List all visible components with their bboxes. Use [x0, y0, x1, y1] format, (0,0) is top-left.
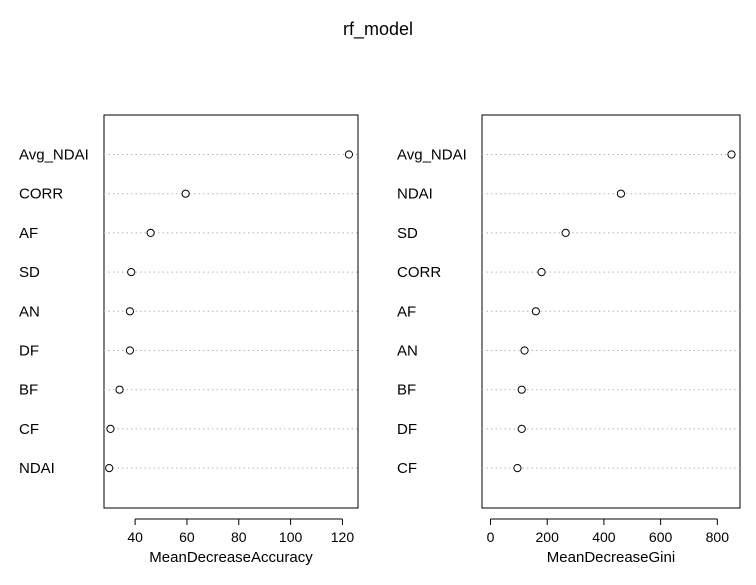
- variable-label: NDAI: [397, 186, 433, 203]
- variable-label: Avg_NDAI: [19, 147, 89, 164]
- data-point: [344, 150, 354, 159]
- x-tick-label: 80: [231, 529, 247, 545]
- x-tick-label: 200: [536, 529, 560, 545]
- variable-label: BF: [19, 382, 38, 399]
- x-tick-label: 0: [487, 529, 495, 545]
- variable-label: Avg_NDAI: [397, 147, 467, 164]
- x-axis-title: MeanDecreaseAccuracy: [149, 549, 313, 566]
- data-point: [520, 346, 529, 355]
- data-point: [616, 189, 626, 198]
- variable-label: BF: [397, 382, 416, 399]
- data-point: [727, 150, 736, 159]
- variable-label: CORR: [19, 186, 63, 203]
- data-point: [115, 385, 124, 394]
- data-point: [561, 228, 570, 237]
- variable-label: CF: [397, 460, 417, 477]
- variable-label: CF: [19, 421, 39, 438]
- gini-panel: Avg_NDAI NDAI SD CORR AF AN BF DF CF 0 200 400 600 80…: [397, 114, 741, 566]
- data-point: [181, 189, 190, 198]
- data-point: [517, 385, 526, 394]
- variable-label: DF: [397, 421, 417, 438]
- x-tick-label: 60: [179, 529, 195, 545]
- variable-label: SD: [397, 225, 418, 242]
- variable-label: AN: [397, 343, 418, 360]
- gini-plot-frame: [481, 114, 741, 509]
- x-tick-label: 40: [127, 529, 143, 545]
- data-point: [517, 424, 526, 433]
- data-point: [531, 307, 540, 316]
- x-tick-label: 600: [649, 529, 673, 545]
- variable-label: SD: [19, 264, 40, 281]
- x-tick-label: 100: [279, 529, 303, 545]
- data-point: [513, 464, 522, 473]
- variable-label: AN: [19, 303, 40, 320]
- data-point: [127, 268, 136, 277]
- data-point: [106, 424, 115, 433]
- x-tick-label: 400: [592, 529, 616, 545]
- x-axis-title: MeanDecreaseGini: [547, 549, 675, 566]
- data-point: [105, 464, 114, 473]
- variable-label: AF: [397, 303, 416, 320]
- accuracy-panel: Avg_NDAI CORR AF SD AN DF BF CF NDAI 40 60 80 100 120…: [19, 114, 359, 566]
- x-tick-label: 800: [706, 529, 730, 545]
- x-tick-label: 120: [331, 529, 355, 545]
- data-point: [125, 307, 135, 316]
- variable-label: CORR: [397, 264, 441, 281]
- data-point: [146, 228, 155, 237]
- chart-title: rf_model: [343, 19, 413, 40]
- variable-label: DF: [19, 343, 39, 360]
- data-point: [537, 268, 546, 277]
- data-point: [125, 346, 135, 355]
- variable-label: NDAI: [19, 460, 55, 477]
- variable-label: AF: [19, 225, 38, 242]
